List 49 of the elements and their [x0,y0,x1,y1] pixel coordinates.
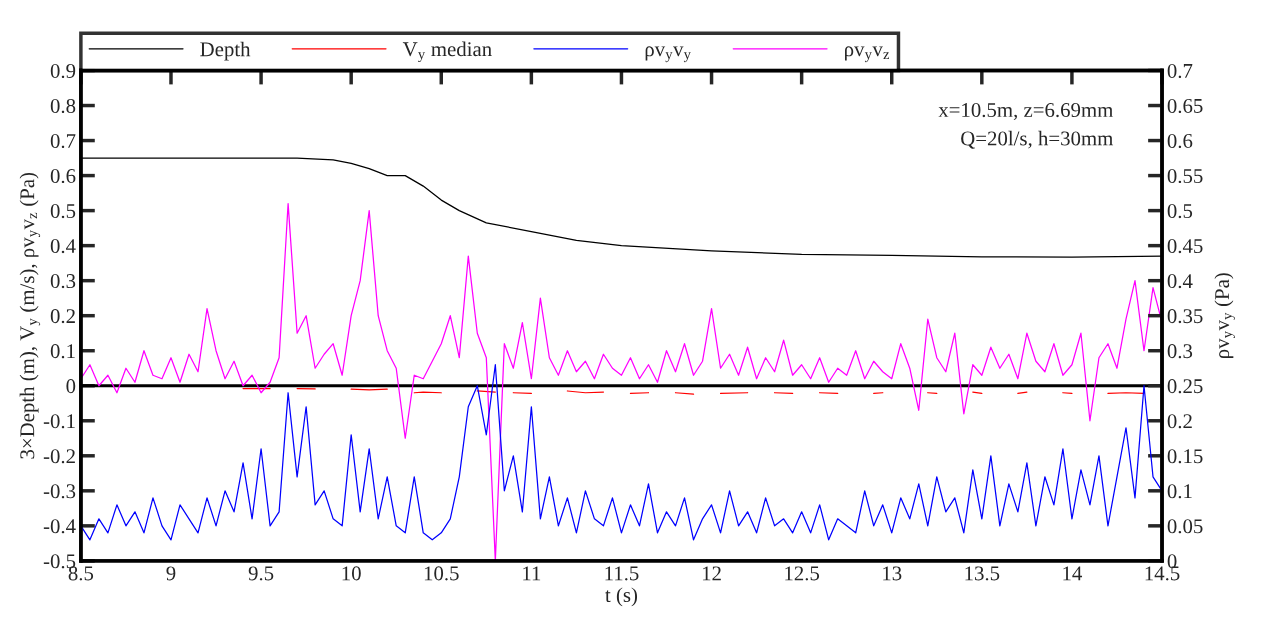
x-tick-label: 9.5 [248,566,274,581]
y2-tick-label: 0.2 [1167,414,1192,429]
y-tick-label: 0.4 [50,239,76,254]
y-tick-label: -0.2 [43,449,75,464]
y2-tick-label: 0.55 [1167,168,1203,184]
x-tick-label: 10 [342,566,361,581]
x-tick-label: 13.5 [965,566,1000,581]
x-tick-label: 11 [523,566,541,581]
y-tick-label: 0.7 [50,133,76,149]
y-tick-label: 0.3 [50,274,76,289]
y-tick-label: 0.1 [50,344,75,359]
legend-label: V$_{y}$ median [402,41,492,63]
x-tick-label: 9 [166,566,176,581]
y2-tick-label: 0.6 [1167,133,1193,149]
y2-tick-label: 0.25 [1167,379,1203,394]
y2-tick-label: 0.1 [1167,484,1192,499]
y-tick-label: 0.5 [50,203,76,219]
legend-label: ρv$_{y}$v$_{y}$ [645,46,691,63]
line-series [80,364,1163,541]
y2-tick-label: 0.65 [1167,98,1203,114]
x-tick-label: 12.5 [785,566,820,581]
y-tick-label: -0.1 [43,414,75,429]
y-axis-title: 3×Depth (m), V$_{y}$ (m/s), ρv$_{y}$v$_{z}$ (Pa) [19,172,41,459]
x-tick-label: 11.5 [605,566,639,581]
legend-label: ρv$_{y}$v$_{z}$ [845,46,890,63]
y-tick-label: 0.9 [50,63,76,79]
x-axis-title: t (s) [605,587,638,607]
y-tick-label: 0 [66,379,76,394]
y2-tick-label: 0.15 [1167,449,1203,464]
y2-tick-label: 0.4 [1167,274,1193,289]
y2-tick-label: 0.35 [1167,309,1203,324]
annotation: Q=20l/s, h=30mm [961,130,1114,149]
y2-tick-label: 0.05 [1167,519,1203,534]
x-tick-label: 10.5 [424,566,459,581]
y2-axis-title: ρv$_{y}$v$_{y}$ (Pa) [1214,273,1235,358]
y-tick-label: 0.2 [50,309,75,324]
y2-tick-label: 0.5 [1167,203,1193,219]
x-tick-label: 14 [1063,566,1083,581]
y2-tick-label: 0.3 [1167,344,1193,359]
x-tick-label: 12 [702,566,721,581]
y-tick-label: -0.4 [43,519,76,534]
y-tick-label: 0.8 [50,98,76,114]
y2-tick-label: 0.45 [1167,239,1203,254]
annotation: x=10.5m, z=6.69mm [938,102,1114,121]
legend-label: Depth [200,41,251,61]
y2-tick-label: 0.7 [1167,63,1193,79]
x-tick-label: 13 [883,566,902,581]
y-tick-label: 0.6 [50,168,76,184]
y-tick-label: -0.3 [43,484,76,499]
